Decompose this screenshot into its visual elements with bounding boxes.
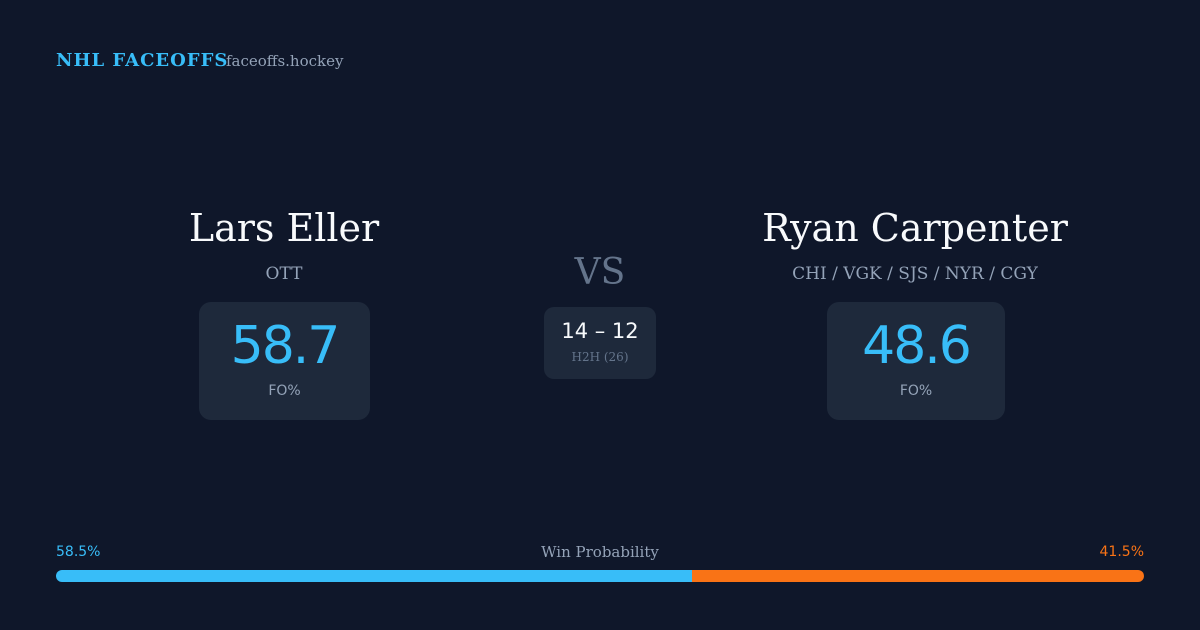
player-team: CHI / VGK / SJS / NYR / CGY (792, 264, 1038, 284)
win-prob-label: 58.5% (56, 544, 101, 560)
brand[interactable]: NHL FACEOFFS (56, 50, 229, 71)
stat-card: 48.6 FO% (827, 302, 1005, 420)
site[interactable]: faceoffs.hockey (226, 52, 344, 70)
win-prob-segment (56, 570, 693, 582)
stat-card: 58.7 FO% (199, 302, 370, 420)
h2h-record: 14 – 12 (561, 319, 639, 343)
win-prob-title: Win Probability (541, 543, 659, 561)
fo-label: FO% (899, 383, 933, 399)
win-prob-label: 41.5% (1099, 544, 1144, 560)
h2h-label: H2H (26) (571, 350, 629, 364)
win-prob-bar (56, 570, 1144, 582)
player-name: Ryan Carpenter (762, 206, 1068, 250)
player-name: Lars Eller (188, 206, 380, 250)
player-team: OTT (265, 264, 303, 284)
win-prob-segment (692, 570, 1144, 582)
versus: VS (574, 252, 626, 293)
fo-label: FO% (268, 383, 301, 399)
fo-pct: 58.7 (230, 316, 341, 376)
h2h-card: 14 – 12 H2H (26) (544, 307, 656, 379)
fo-pct: 48.6 (862, 316, 972, 376)
